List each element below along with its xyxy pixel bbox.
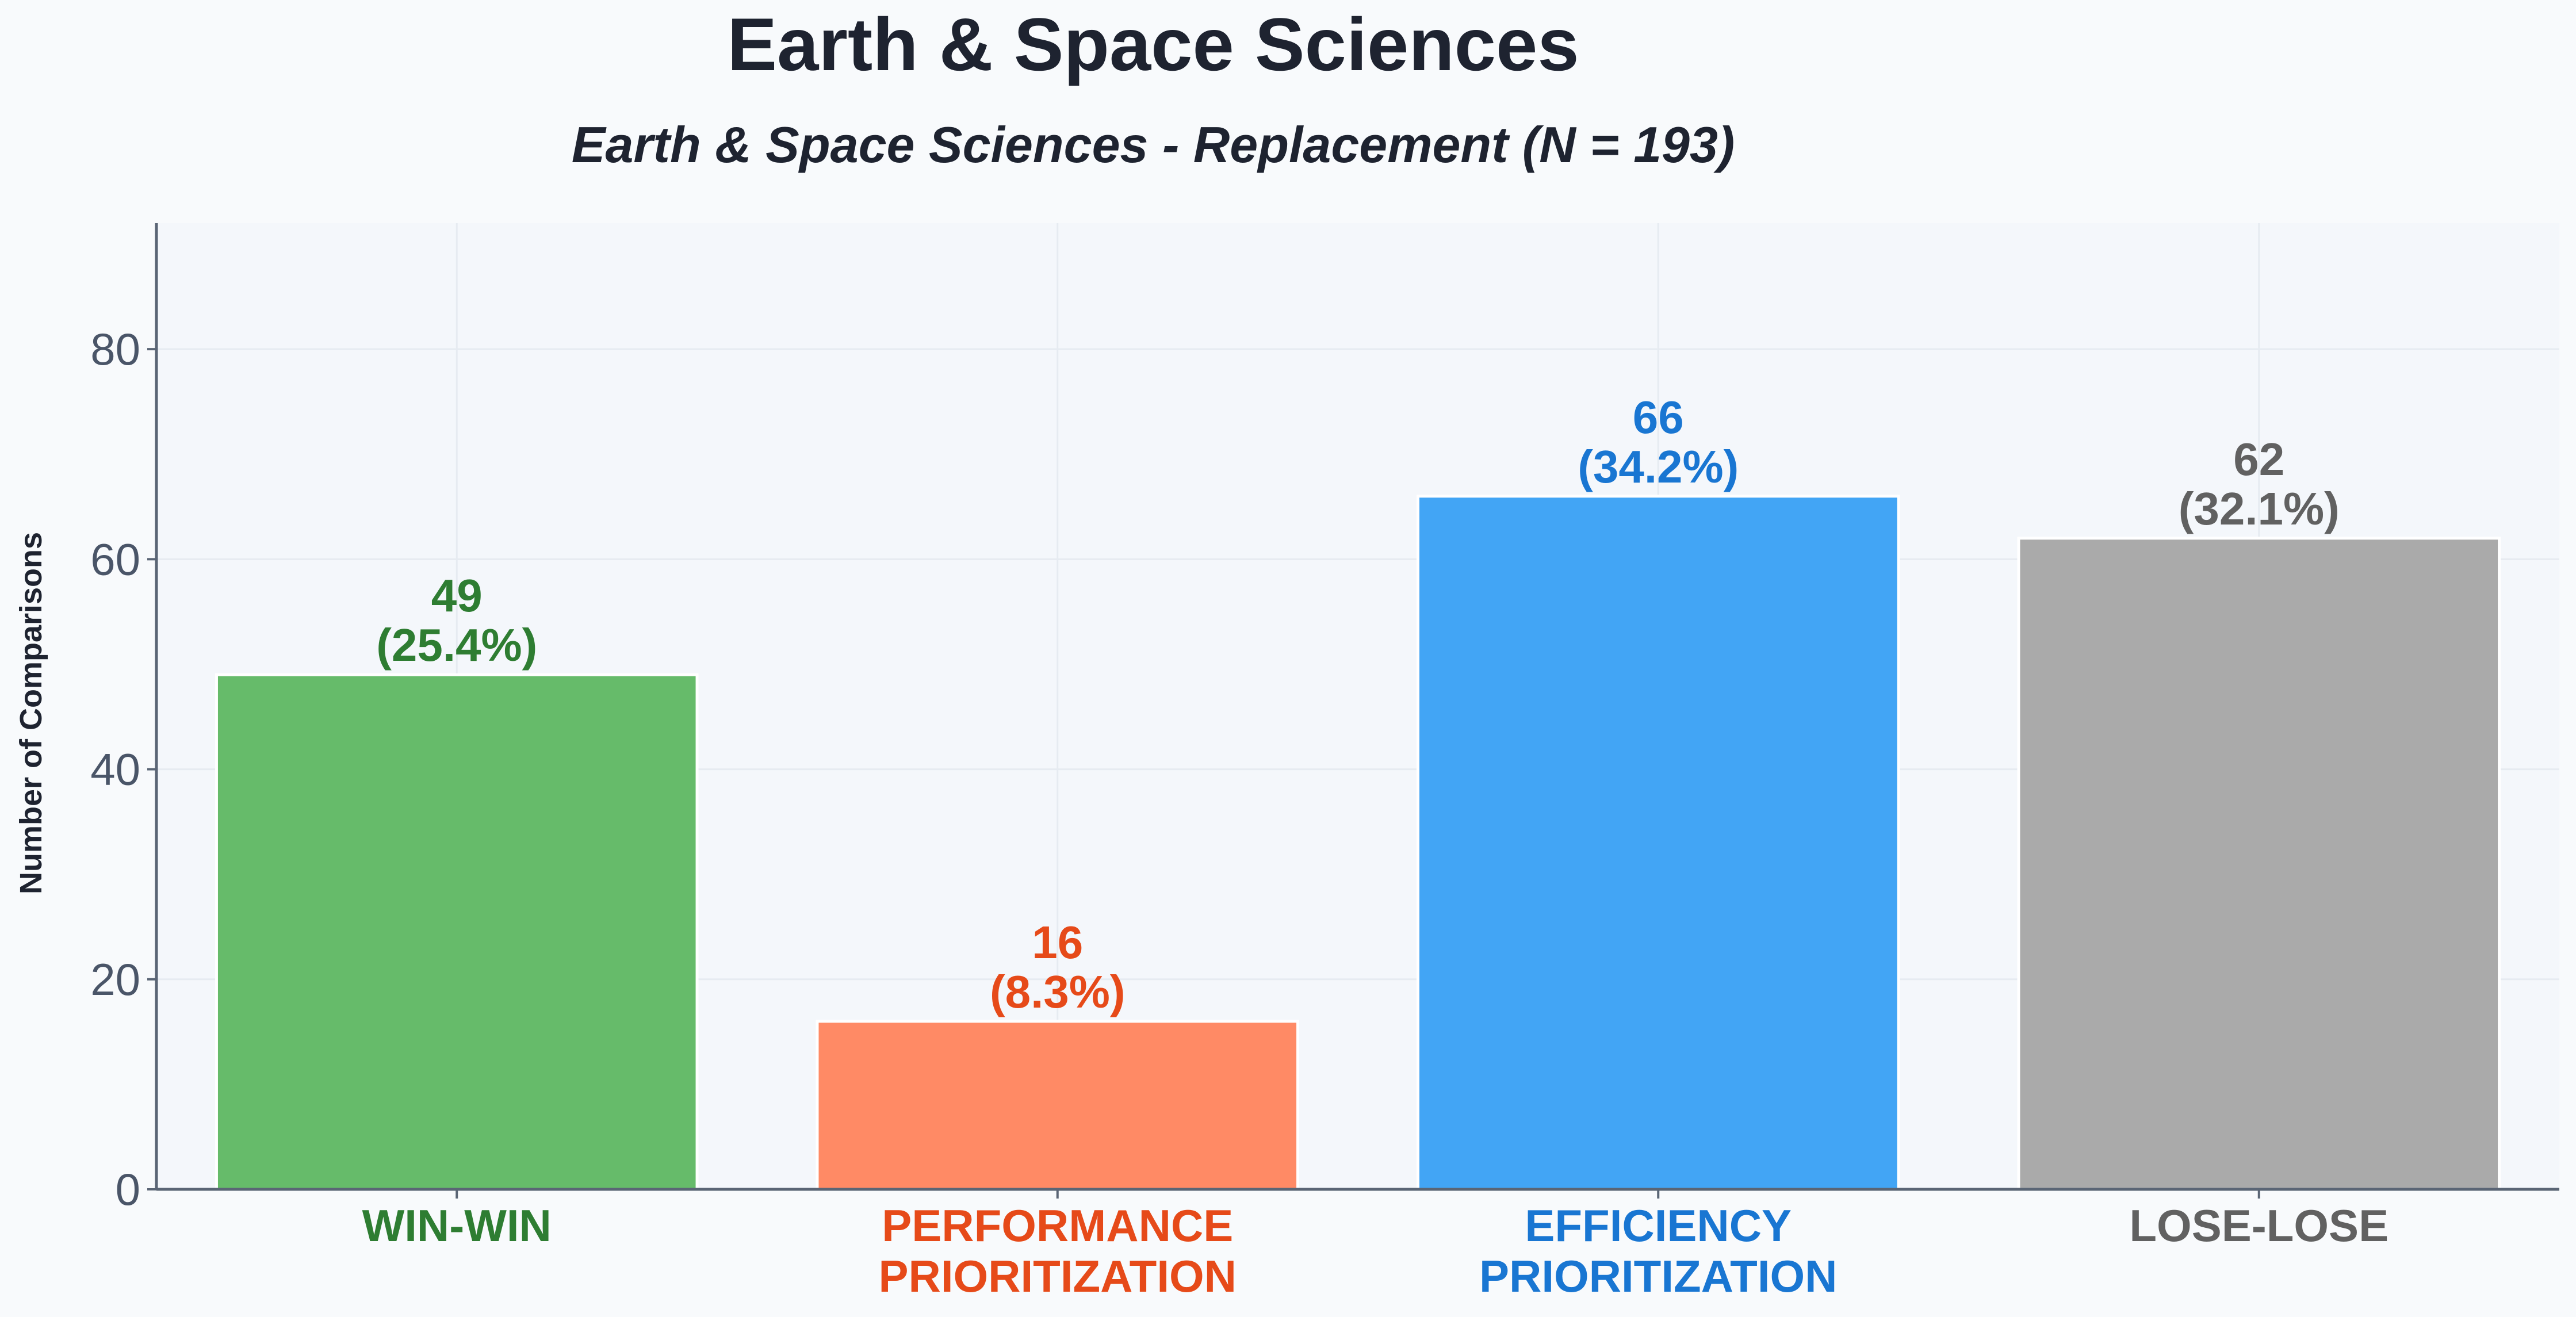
y-tick-label: 0 [116,1164,140,1215]
bar-percent-label: (8.3%) [990,966,1126,1017]
bar [2017,537,2501,1191]
labels: 0 20 40 60 80 49(25.4%) WIN-WIN 16(8.3%) PERFORM… [90,324,2389,1301]
x-tick-label: WIN-WIN [362,1200,552,1251]
chart-title: Earth & Space Sciences [727,2,1579,86]
bar [215,673,699,1191]
bar [816,1020,1300,1191]
y-tick-label: 60 [90,534,140,584]
bar-percent-label: (32.1%) [2179,483,2340,534]
chart-subtitle: Earth & Space Sciences - Replacement (N … [572,116,1735,173]
x-tick-label: PERFORMANCE [882,1200,1233,1251]
y-tick-label: 20 [90,954,140,1005]
y-tick-label: 80 [90,324,140,374]
bar-percent-label: (25.4%) [376,619,537,671]
bar-value-label: 16 [1032,917,1083,968]
x-tick-label: EFFICIENCY [1525,1200,1792,1251]
x-tick-label: PRIORITIZATION [878,1251,1237,1301]
bar [1416,495,1900,1191]
bar-value-label: 49 [431,570,483,621]
y-axis-label: Number of Comparisons [14,532,48,894]
y-tick-label: 40 [90,744,140,795]
x-tick-label: LOSE-LOSE [2129,1200,2389,1251]
bar-value-label: 62 [2233,434,2284,485]
bars [215,495,2501,1191]
axes [147,223,2559,1199]
bar-value-label: 66 [1633,392,1684,443]
x-tick-label: PRIORITIZATION [1479,1251,1838,1301]
bar-percent-label: (34.2%) [1578,441,1739,492]
